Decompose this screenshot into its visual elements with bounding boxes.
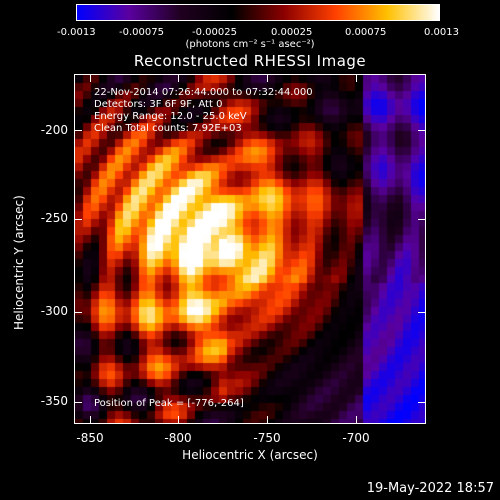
axis-tick bbox=[74, 130, 82, 131]
colorbar-tick-label: -0.00025 bbox=[192, 27, 237, 38]
colorbar-tick-label: 0.0013 bbox=[424, 27, 459, 38]
axis-tick bbox=[178, 74, 179, 82]
axis-tick bbox=[418, 130, 426, 131]
axis-tick bbox=[418, 312, 426, 313]
axis-tick bbox=[356, 74, 357, 82]
axis-tick bbox=[74, 312, 82, 313]
colorbar-tick-label: 0.00025 bbox=[271, 27, 313, 38]
axis-tick bbox=[356, 416, 357, 424]
x-tick-label: -800 bbox=[164, 431, 192, 445]
axis-tick bbox=[267, 74, 268, 82]
info-detectors: Detectors: 3F 6F 9F, Att 0 bbox=[94, 99, 223, 110]
info-time-range: 22-Nov-2014 07:26:44.000 to 07:32:44.000 bbox=[94, 87, 313, 98]
axis-tick bbox=[90, 416, 91, 424]
y-tick-label: -300 bbox=[40, 304, 68, 318]
axis-tick bbox=[74, 402, 82, 403]
x-axis-label: Heliocentric X (arcsec) bbox=[182, 448, 318, 462]
chart-title: Reconstructed RHESSI Image bbox=[133, 52, 367, 70]
axis-tick bbox=[178, 416, 179, 424]
info-clean-counts: Clean Total counts: 7.92E+03 bbox=[94, 123, 242, 134]
footer-date: 19-May-2022 18:57 bbox=[366, 481, 494, 496]
y-tick-label: -350 bbox=[40, 394, 68, 408]
colorbar-tick-label: -0.00075 bbox=[119, 27, 164, 38]
colorbar-tick-label: 0.00075 bbox=[345, 27, 387, 38]
axis-tick bbox=[74, 219, 82, 220]
y-axis-label: Heliocentric Y (arcsec) bbox=[12, 195, 26, 330]
x-tick-label: -850 bbox=[76, 431, 104, 445]
peak-position-label: Position of Peak = [-776,-264] bbox=[94, 398, 244, 409]
info-energy-range: Energy Range: 12.0 - 25.0 keV bbox=[94, 111, 247, 122]
rhessi-heatmap bbox=[75, 75, 425, 423]
axis-tick bbox=[418, 219, 426, 220]
colorbar-units: (photons cm⁻² s⁻¹ asec⁻²) bbox=[185, 39, 315, 50]
axis-tick bbox=[267, 416, 268, 424]
y-tick-label: -250 bbox=[40, 211, 68, 225]
y-tick-label: -200 bbox=[40, 123, 68, 137]
x-tick-label: -750 bbox=[253, 431, 281, 445]
axis-tick bbox=[418, 402, 426, 403]
axis-tick bbox=[90, 74, 91, 82]
plot-area bbox=[74, 74, 426, 424]
colorbar bbox=[76, 4, 440, 21]
colorbar-tick-label: -0.0013 bbox=[57, 27, 96, 38]
x-tick-label: -700 bbox=[342, 431, 370, 445]
